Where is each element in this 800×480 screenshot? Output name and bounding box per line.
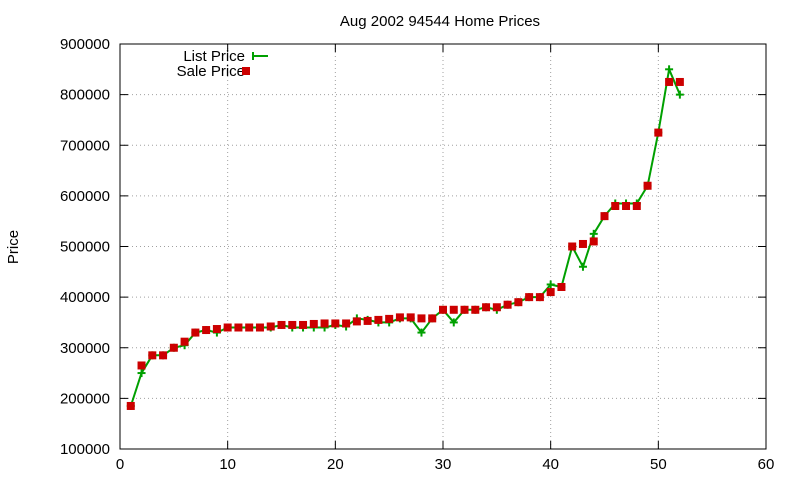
y-axis-label: Price [5, 230, 22, 264]
sale-price-point [536, 293, 544, 301]
sale-price-point [568, 243, 576, 251]
sale-price-point [224, 324, 232, 332]
x-tick-label: 0 [116, 456, 124, 473]
chart-title: Aug 2002 94544 Home Prices [340, 13, 540, 30]
sale-price-point [428, 314, 436, 322]
sale-price-point [213, 325, 221, 333]
sale-price-point [644, 182, 652, 190]
sale-price-point [676, 78, 684, 86]
y-tick-label: 800000 [60, 87, 110, 104]
sale-price-point [374, 316, 382, 324]
sale-price-point [450, 306, 458, 314]
sale-price-point [299, 321, 307, 329]
sale-price-point [342, 319, 350, 327]
legend-swatch-square [242, 67, 250, 75]
sale-price-point [633, 202, 641, 210]
sale-price-point [364, 317, 372, 325]
legend-label: Sale Price [177, 63, 245, 80]
y-tick-label: 700000 [60, 137, 110, 154]
sale-price-point [611, 202, 619, 210]
x-tick-label: 20 [327, 456, 344, 473]
sale-price-point [590, 237, 598, 245]
sale-price-point [493, 303, 501, 311]
x-tick-label: 40 [542, 456, 559, 473]
sale-price-point [159, 351, 167, 359]
sale-price-point [310, 320, 318, 328]
sale-price-point [331, 319, 339, 327]
sale-price-point [407, 313, 415, 321]
sale-price-point [234, 324, 242, 332]
x-tick-label: 30 [435, 456, 452, 473]
sale-price-point [202, 326, 210, 334]
y-tick-label: 500000 [60, 239, 110, 256]
y-tick-label: 300000 [60, 340, 110, 357]
sale-price-point [461, 306, 469, 314]
sale-price-point [127, 402, 135, 410]
y-tick-label: 900000 [60, 36, 110, 53]
sale-price-point [267, 322, 275, 330]
sale-price-point [256, 324, 264, 332]
x-tick-label: 10 [219, 456, 236, 473]
x-tick-label: 50 [650, 456, 667, 473]
sale-price-point [170, 344, 178, 352]
sale-price-point [579, 240, 587, 248]
sale-price-point [138, 361, 146, 369]
y-tick-label: 200000 [60, 390, 110, 407]
sale-price-point [321, 319, 329, 327]
y-tick-label: 100000 [60, 441, 110, 458]
sale-price-point [504, 301, 512, 309]
sale-price-point [547, 288, 555, 296]
sale-price-point [439, 306, 447, 314]
sale-price-point [514, 298, 522, 306]
sale-price-point [417, 314, 425, 322]
sale-price-point [396, 313, 404, 321]
sale-price-point [654, 129, 662, 137]
sale-price-point [557, 283, 565, 291]
sale-price-point [191, 329, 199, 337]
sale-price-point [385, 315, 393, 323]
sale-price-point [181, 338, 189, 346]
y-tick-label: 400000 [60, 289, 110, 306]
sale-price-point [665, 78, 673, 86]
sale-price-point [353, 317, 361, 325]
sale-price-point [471, 306, 479, 314]
sale-price-point [622, 202, 630, 210]
sale-price-point [288, 321, 296, 329]
sale-price-point [525, 293, 533, 301]
sale-price-point [245, 324, 253, 332]
sale-price-point [482, 303, 490, 311]
sale-price-point [601, 212, 609, 220]
sale-price-point [148, 351, 156, 359]
y-tick-label: 600000 [60, 188, 110, 205]
x-tick-label: 60 [758, 456, 775, 473]
sale-price-point [278, 321, 286, 329]
